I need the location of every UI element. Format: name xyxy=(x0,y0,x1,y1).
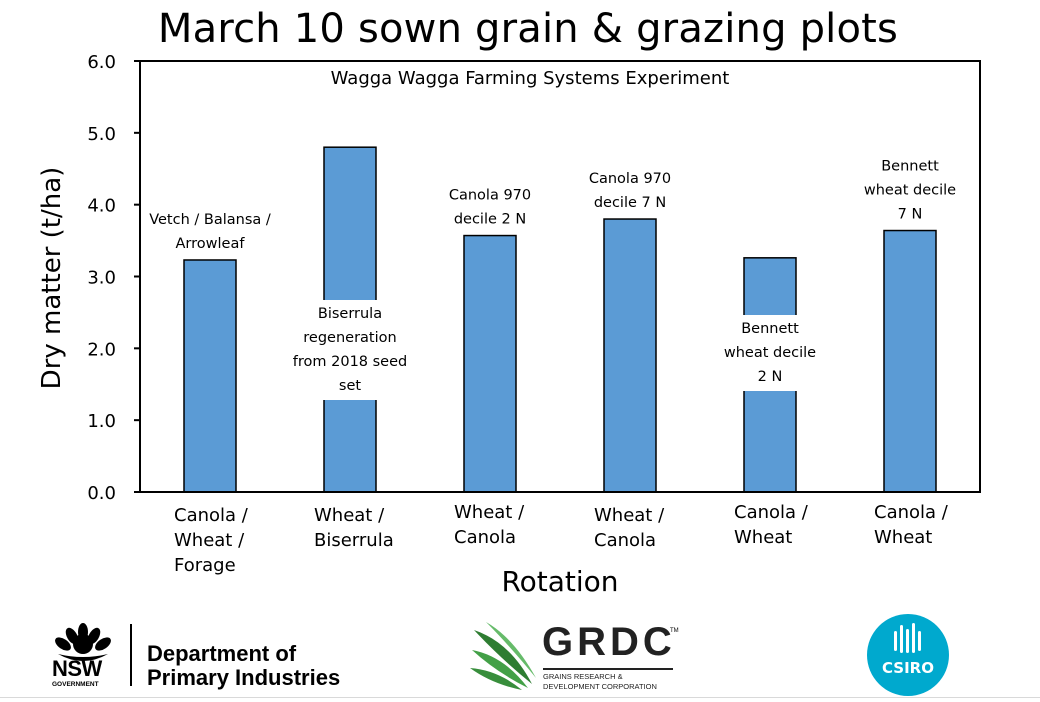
x-axis: Canola / Wheat / Forage Wheat / Biserrula Whe… xyxy=(174,502,949,576)
y-axis-title: Dry matter (t/ha) xyxy=(37,167,67,390)
bar-annotation-label: 7 N xyxy=(898,207,923,223)
bar-annotation-label: wheat decile xyxy=(724,345,816,361)
slide-title: March 10 sown grain & grazing plots xyxy=(157,6,899,52)
x-tick-label: Canola xyxy=(454,527,516,548)
x-axis-title: Rotation xyxy=(501,565,618,598)
bar-annotation-label: 2 N xyxy=(758,369,783,385)
bar-annotation-label: wheat decile xyxy=(864,183,956,199)
y-axis: 0.0 1.0 2.0 3.0 4.0 5.0 6.0 xyxy=(87,52,140,504)
x-tick-label: Canola / xyxy=(174,505,249,526)
x-tick-label: Wheat / xyxy=(314,505,385,526)
x-tick-label: Canola / xyxy=(874,502,949,523)
grdc-line-2: DEVELOPMENT CORPORATION xyxy=(543,682,657,691)
bar-chart: 0.0 1.0 2.0 3.0 4.0 5.0 6.0 Vetch / Balansa / A… xyxy=(37,52,981,598)
grdc-trademark: TM xyxy=(670,628,679,634)
csiro-wordmark: CSIRO xyxy=(882,659,934,677)
nsw-wordmark: NSW xyxy=(52,656,102,681)
bar-annotations: Vetch / Balansa / Arrowleaf Biserrula regen… xyxy=(149,159,956,400)
grdc-line-1: GRAINS RESEARCH & xyxy=(543,672,623,681)
logo-divider xyxy=(130,624,132,686)
bar-annotation-label: from 2018 seed xyxy=(293,354,407,370)
annotation-background xyxy=(284,300,416,400)
bar-annotation-label: Vetch / Balansa / xyxy=(149,212,271,228)
chart-subtitle: Wagga Wagga Farming Systems Experiment xyxy=(331,68,730,89)
bar xyxy=(183,259,237,493)
grdc-wordmark: GRDC xyxy=(542,620,676,664)
x-tick-label: Wheat / xyxy=(594,505,665,526)
bar-annotation-label: Bennett xyxy=(881,159,939,175)
footer-rule xyxy=(0,697,1040,698)
x-tick-label: Wheat / xyxy=(174,530,245,551)
y-tick-label: 6.0 xyxy=(87,52,116,73)
bar-annotation-label: Canola 970 xyxy=(449,188,531,204)
x-tick-label: Forage xyxy=(174,555,236,576)
bar-annotation-label: decile 2 N xyxy=(454,212,526,228)
grdc-logo: GRDC TM GRAINS RESEARCH & DEVELOPMENT CO… xyxy=(470,620,690,696)
grdc-rule xyxy=(543,668,673,670)
y-tick-label: 1.0 xyxy=(87,411,116,432)
bar xyxy=(603,218,657,493)
y-tick-label: 2.0 xyxy=(87,339,116,360)
bar-annotation-label: Biserrula xyxy=(318,306,382,322)
nsw-dpi-logo: NSW GOVERNMENT Department of Primary Ind… xyxy=(48,620,368,692)
csiro-emblem-icon: CSIRO xyxy=(867,614,949,696)
nsw-government-label: GOVERNMENT xyxy=(52,681,99,688)
x-tick-label: Wheat xyxy=(874,527,932,548)
x-tick-label: Wheat / xyxy=(454,502,525,523)
y-tick-label: 3.0 xyxy=(87,268,116,289)
dpi-line-1: Department of xyxy=(147,641,297,666)
bar-annotation-label: Arrowleaf xyxy=(176,236,246,252)
csiro-logo: CSIRO xyxy=(866,613,950,697)
wheat-leaves-icon xyxy=(470,622,536,690)
bar xyxy=(883,229,937,493)
bar-annotation-label: Canola 970 xyxy=(589,171,671,187)
bar-annotation-label: decile 7 N xyxy=(594,195,666,211)
waratah-icon xyxy=(55,623,111,661)
bar-annotation-label: set xyxy=(339,378,361,394)
x-tick-label: Biserrula xyxy=(314,530,394,551)
x-tick-label: Canola xyxy=(594,530,656,551)
x-tick-label: Canola / xyxy=(734,502,809,523)
bar-annotation-label: Bennett xyxy=(741,321,799,337)
bar xyxy=(463,234,517,493)
y-tick-label: 5.0 xyxy=(87,124,116,145)
dpi-line-2: Primary Industries xyxy=(147,665,341,690)
y-tick-label: 0.0 xyxy=(87,483,116,504)
bar-annotation-label: regeneration xyxy=(303,330,396,346)
plot-area-frame xyxy=(139,60,981,493)
y-tick-label: 4.0 xyxy=(87,196,116,217)
annotation-background xyxy=(704,315,836,391)
x-tick-label: Wheat xyxy=(734,527,792,548)
